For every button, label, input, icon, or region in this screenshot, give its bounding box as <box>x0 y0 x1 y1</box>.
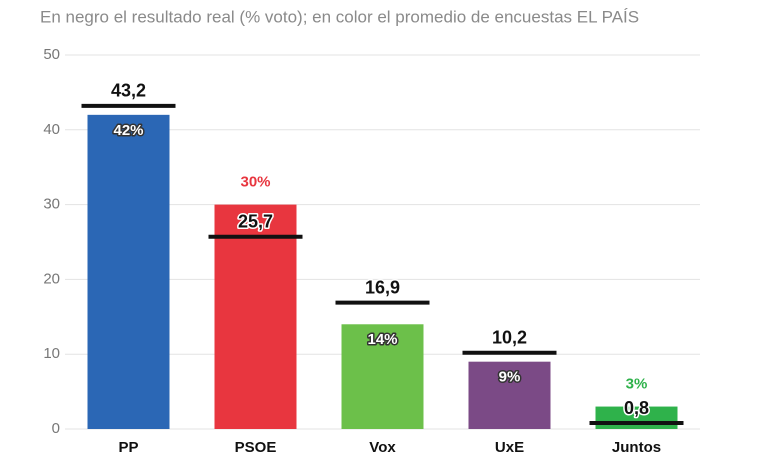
bar <box>341 324 424 429</box>
y-tick-label: 50 <box>43 46 60 63</box>
x-tick-label: PSOE <box>235 439 277 456</box>
bar-value-label: 14% <box>367 331 397 348</box>
bar-value-label: 30% <box>240 174 270 191</box>
bar-value-label: 3% <box>626 376 648 393</box>
chart-subtitle: En negro el resultado real (% voto); en … <box>40 7 639 26</box>
y-tick-label: 20 <box>43 270 60 287</box>
bar-value-label: 9% <box>499 369 521 386</box>
x-tick-label: Vox <box>369 439 396 456</box>
y-tick-label: 30 <box>43 196 60 213</box>
x-tick-label: UxE <box>495 439 524 456</box>
bar <box>214 204 297 429</box>
bar <box>468 361 551 429</box>
y-tick-label: 0 <box>52 420 60 437</box>
x-tick-label: PP <box>118 439 138 456</box>
result-label: 10,2 <box>492 327 527 347</box>
y-tick-label: 40 <box>43 121 60 138</box>
result-label: 0,8 <box>624 398 649 418</box>
x-tick-label: Juntos <box>612 439 661 456</box>
result-label: 25,7 <box>238 212 273 232</box>
result-label: 43,2 <box>111 81 146 101</box>
y-tick-label: 10 <box>43 345 60 362</box>
result-label: 16,9 <box>365 277 400 297</box>
bar-value-label: 42% <box>113 122 143 139</box>
bar <box>87 114 170 429</box>
